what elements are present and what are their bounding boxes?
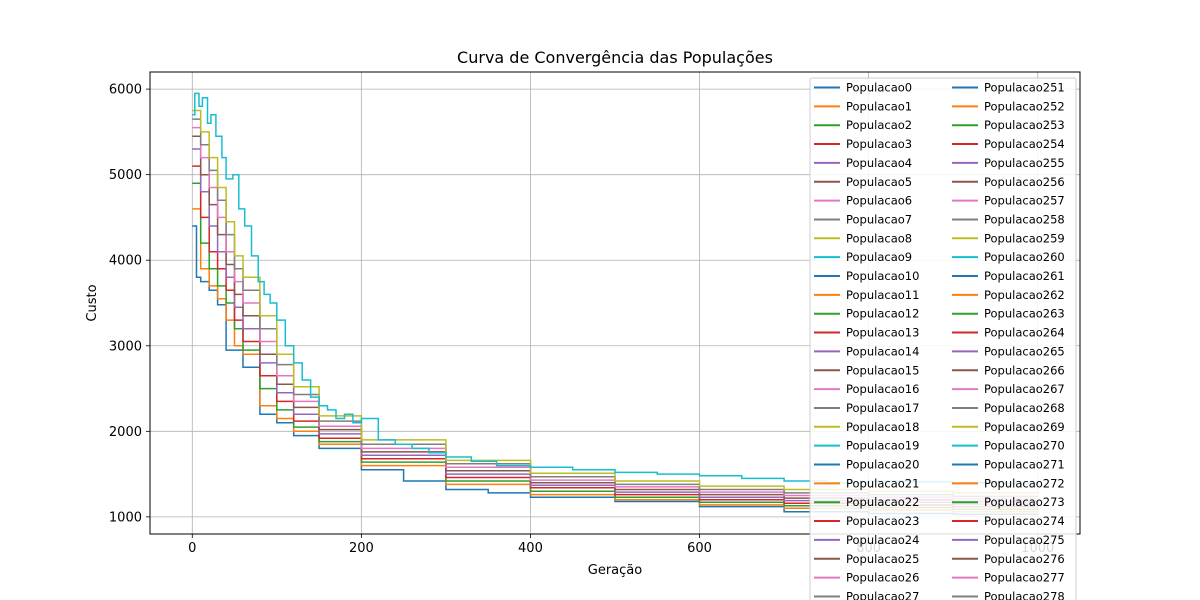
legend-entry: Populacao8 xyxy=(846,231,912,245)
legend-entry: Populacao264 xyxy=(984,326,1065,340)
legend-entry: Populacao257 xyxy=(984,194,1065,208)
y-axis-label: Custo xyxy=(85,284,100,321)
x-axis-label: Geração xyxy=(588,563,642,578)
legend-entry: Populacao268 xyxy=(984,401,1065,415)
legend-entry: Populacao18 xyxy=(846,420,919,434)
legend-entry: Populacao13 xyxy=(846,326,919,340)
series-lines xyxy=(192,92,1039,516)
legend-entry: Populacao6 xyxy=(846,194,912,208)
legend-entry: Populacao14 xyxy=(846,344,919,358)
legend-entry: Populacao17 xyxy=(846,401,919,415)
legend-entry: Populacao269 xyxy=(984,420,1065,434)
legend-entry: Populacao272 xyxy=(984,476,1065,490)
y-tick-label: 1000 xyxy=(109,510,142,525)
legend-entry: Populacao2 xyxy=(846,118,912,132)
legend-entry: Populacao26 xyxy=(846,571,919,585)
legend-entry: Populacao266 xyxy=(984,363,1065,377)
legend-entry: Populacao271 xyxy=(984,458,1065,472)
legend-entry: Populacao258 xyxy=(984,212,1065,226)
legend-entry: Populacao1 xyxy=(846,99,912,113)
legend-entry: Populacao3 xyxy=(846,137,912,151)
y-tick-label: 2000 xyxy=(109,425,142,440)
y-tick-label: 5000 xyxy=(109,168,142,183)
legend-entry: Populacao256 xyxy=(984,175,1065,189)
legend-entry: Populacao252 xyxy=(984,99,1065,113)
legend-entry: Populacao260 xyxy=(984,250,1065,264)
legend: Populacao0 Populacao1 Populacao2 Populacao3… xyxy=(809,77,1077,600)
legend-entry: Populacao24 xyxy=(846,533,919,547)
legend-entry: Populacao261 xyxy=(984,269,1065,283)
legend-entry: Populacao11 xyxy=(846,288,919,302)
legend-entry: Populacao12 xyxy=(846,307,919,321)
y-tick-label: 3000 xyxy=(109,339,142,354)
x-tick-label: 600 xyxy=(687,541,712,556)
legend-entry: Populacao21 xyxy=(846,476,919,490)
legend-entry: Populacao19 xyxy=(846,439,919,453)
legend-entry: Populacao265 xyxy=(984,344,1065,358)
legend-entry: Populacao15 xyxy=(846,363,919,377)
legend-entry: Populacao254 xyxy=(984,137,1065,151)
legend-entry: Populacao7 xyxy=(846,212,912,226)
legend-entry: Populacao255 xyxy=(984,156,1065,170)
legend-entry: Populacao278 xyxy=(984,589,1065,600)
y-tick-label: 4000 xyxy=(109,254,142,269)
legend-entry: Populacao262 xyxy=(984,288,1065,302)
legend-entry: Populacao22 xyxy=(846,495,919,509)
legend-entry: Populacao9 xyxy=(846,250,912,264)
legend-entry: Populacao16 xyxy=(846,382,919,396)
legend-entry: Populacao10 xyxy=(846,269,919,283)
legend-entry: Populacao259 xyxy=(984,231,1065,245)
plot-frame xyxy=(149,71,1081,535)
x-tick-label: 0 xyxy=(188,541,196,556)
legend-entry: Populacao5 xyxy=(846,175,912,189)
legend-entry: Populacao277 xyxy=(984,571,1065,585)
series-line-populacao8 xyxy=(192,109,1039,494)
legend-entry: Populacao263 xyxy=(984,307,1065,321)
series-line-populacao9 xyxy=(192,92,1039,485)
x-tick-label: 200 xyxy=(349,541,374,556)
legend-entry: Populacao270 xyxy=(984,439,1065,453)
legend-entry: Populacao23 xyxy=(846,514,919,528)
legend-entry: Populacao275 xyxy=(984,533,1065,547)
legend-entry: Populacao25 xyxy=(846,552,919,566)
legend-box xyxy=(809,77,1077,600)
y-tick-label: 6000 xyxy=(109,83,142,98)
legend-entry: Populacao4 xyxy=(846,156,912,170)
legend-entry: Populacao253 xyxy=(984,118,1065,132)
x-tick-label: 400 xyxy=(518,541,543,556)
legend-entry: Populacao251 xyxy=(984,81,1065,95)
legend-entry: Populacao20 xyxy=(846,458,919,472)
legend-entry: Populacao0 xyxy=(846,81,912,95)
chart-title: Curva de Convergência das Populações xyxy=(457,48,773,67)
legend-entry: Populacao276 xyxy=(984,552,1065,566)
legend-entry: Populacao273 xyxy=(984,495,1065,509)
legend-entry: Populacao27 xyxy=(846,589,919,600)
legend-entry: Populacao267 xyxy=(984,382,1065,396)
legend-entry: Populacao274 xyxy=(984,514,1065,528)
